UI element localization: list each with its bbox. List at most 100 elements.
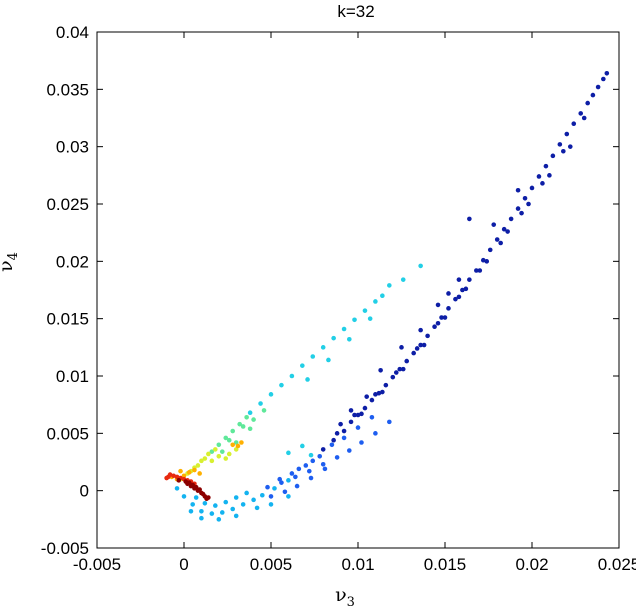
data-point — [418, 263, 423, 269]
data-point — [463, 286, 469, 292]
x-tick-labels: -0.005 0 0.005 0.01 0.015 0.02 0.025 — [73, 555, 636, 574]
data-point — [414, 346, 420, 351]
data-point — [474, 268, 479, 273]
y-tick-label: 0 — [80, 482, 89, 501]
data-point — [223, 435, 229, 441]
data-point — [265, 484, 270, 490]
data-point — [240, 502, 246, 507]
data-point — [239, 440, 244, 445]
data-point — [397, 366, 403, 372]
y-tick-labels: -0.005 0 0.005 0.01 0.015 0.02 0.025 0.03 0.035 0… — [41, 23, 89, 558]
data-point — [515, 206, 521, 211]
data-point — [216, 442, 222, 448]
data-point — [181, 473, 187, 479]
data-point — [199, 458, 204, 464]
data-point — [369, 397, 375, 403]
data-point — [223, 456, 229, 461]
data-point — [286, 450, 291, 456]
data-point — [456, 277, 462, 282]
data-point — [505, 229, 510, 234]
data-point — [383, 382, 389, 388]
y-tick-label: 0.035 — [46, 80, 89, 99]
data-point — [213, 503, 218, 508]
data-point — [219, 449, 225, 454]
data-point — [501, 226, 507, 232]
data-point — [418, 327, 423, 333]
data-point — [564, 131, 570, 137]
data-point — [334, 431, 340, 436]
y-tick-label: 0.02 — [56, 252, 89, 271]
x-tick-label: 0 — [179, 555, 188, 574]
data-point — [359, 440, 364, 445]
data-point — [400, 277, 406, 282]
axes — [96, 31, 620, 549]
data-point — [320, 447, 326, 452]
data-point — [202, 456, 208, 461]
y-axis-label-symbol: ν — [0, 260, 17, 272]
data-point — [411, 350, 416, 356]
data-point — [453, 296, 458, 302]
data-points — [164, 70, 610, 522]
y-axis-label: ν4 — [0, 252, 21, 272]
data-point — [200, 491, 206, 497]
data-point — [305, 377, 310, 382]
data-point — [456, 294, 462, 300]
y-tick-label: 0.04 — [56, 23, 89, 42]
data-point — [359, 411, 364, 417]
data-point — [355, 425, 361, 430]
data-point — [526, 201, 531, 207]
data-point — [195, 463, 201, 468]
data-point — [186, 470, 192, 475]
x-tick-label: 0.025 — [598, 555, 636, 574]
data-point — [508, 216, 514, 222]
data-point — [230, 428, 236, 434]
y-tick-label: -0.005 — [41, 539, 89, 558]
data-point — [522, 195, 528, 201]
data-point — [223, 499, 229, 505]
data-point — [199, 509, 204, 514]
data-point — [254, 505, 260, 511]
data-point — [186, 480, 192, 485]
data-point — [435, 302, 441, 308]
data-point — [581, 115, 587, 121]
data-point — [226, 437, 232, 443]
x-axis-label-subscript: 3 — [347, 595, 355, 610]
data-point — [334, 455, 340, 460]
data-point — [197, 487, 202, 492]
data-point — [193, 495, 199, 500]
data-point — [167, 472, 173, 477]
data-point — [435, 320, 441, 326]
y-axis-label-subscript: 4 — [6, 252, 21, 260]
data-point — [289, 471, 295, 476]
y-tick-label: 0.01 — [56, 367, 89, 386]
data-point — [399, 345, 404, 350]
data-point — [279, 480, 284, 485]
data-point — [393, 370, 399, 375]
data-point — [378, 367, 383, 373]
data-point — [268, 494, 274, 499]
data-point — [190, 502, 195, 507]
data-point — [310, 354, 316, 359]
data-point — [547, 173, 552, 178]
data-point — [480, 257, 486, 263]
data-point — [317, 453, 323, 459]
data-point — [289, 373, 295, 379]
x-tick-label: 0.01 — [341, 555, 374, 574]
data-point — [244, 490, 249, 496]
data-point — [197, 471, 202, 476]
data-point — [294, 483, 300, 489]
plot-area — [97, 32, 619, 548]
data-point — [352, 317, 357, 323]
data-point — [390, 374, 396, 380]
data-point — [279, 382, 284, 388]
data-point — [487, 247, 493, 253]
data-point — [467, 216, 472, 222]
data-point — [331, 437, 336, 443]
data-point — [380, 389, 385, 395]
data-point — [369, 414, 375, 420]
data-point — [233, 495, 239, 500]
data-point — [308, 475, 314, 481]
data-point — [442, 315, 448, 320]
data-point — [348, 408, 354, 413]
